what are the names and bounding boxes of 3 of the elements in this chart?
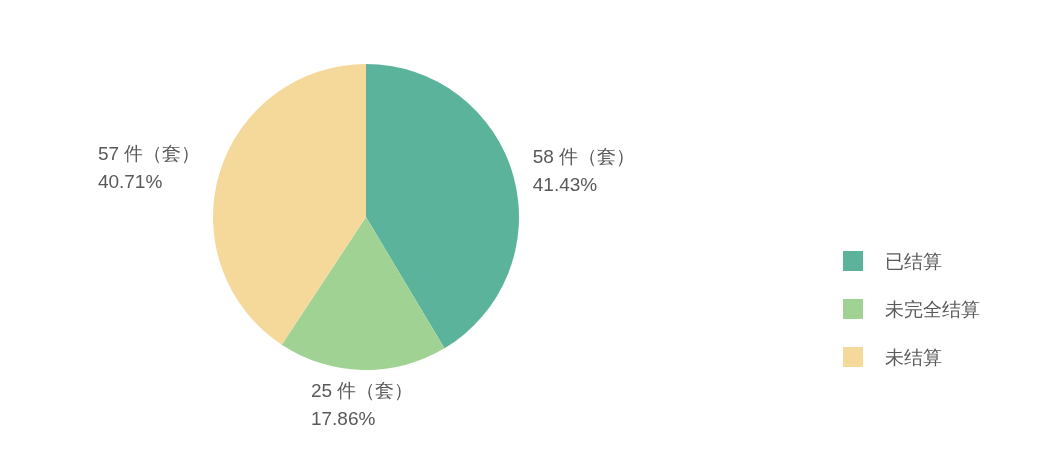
legend-label: 已结算 [885, 250, 942, 272]
legend-label: 未完全结算 [885, 298, 980, 320]
legend-label: 未结算 [885, 346, 942, 368]
